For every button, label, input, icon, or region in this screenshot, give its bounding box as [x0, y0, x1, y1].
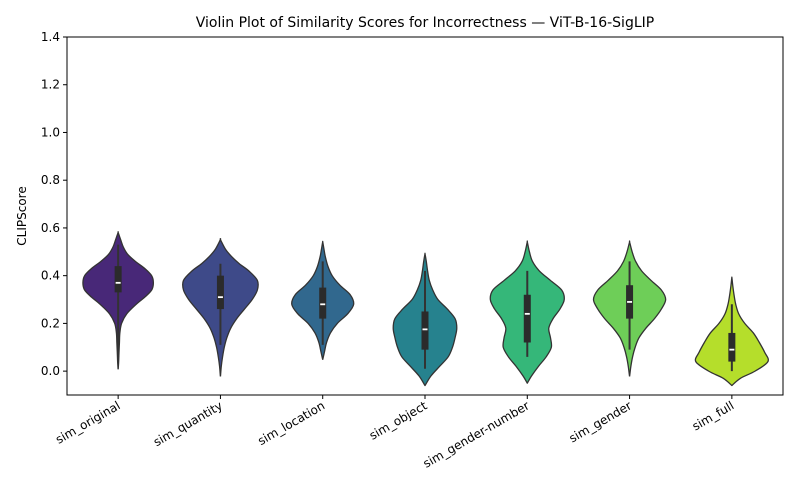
x-tick-label: sim_location: [255, 398, 327, 448]
y-tick-label: 0.4: [41, 269, 60, 283]
violin-sim_gender: [592, 240, 667, 377]
y-tick-label: 0.8: [41, 173, 60, 187]
y-tick-label: 1.4: [41, 30, 60, 44]
violin-sim_location: [291, 240, 355, 360]
violin-iqr-box: [728, 332, 736, 362]
x-tick-label: sim_gender: [567, 398, 635, 445]
plot-frame: [66, 36, 784, 396]
violins-layer: [82, 231, 769, 387]
y-tick-label: 0.6: [41, 221, 60, 235]
x-tick-label: sim_object: [367, 398, 430, 442]
y-axis: 0.0 0.2 0.4 0.6 0.8 1.0 1.2 1.4: [41, 30, 67, 378]
violin-iqr-box: [523, 294, 531, 343]
violin-iqr-box: [319, 287, 327, 319]
x-tick-label: sim_gender-number: [421, 398, 532, 470]
violin-sim_object: [392, 252, 458, 387]
y-axis-label: CLIPScore: [15, 186, 29, 245]
violin-sim_gender-number: [489, 240, 565, 384]
x-axis: sim_original sim_quantity sim_location sim_…: [53, 395, 736, 471]
y-tick-label: 0.2: [41, 316, 60, 330]
y-tick-label: 1.0: [41, 125, 60, 139]
x-tick-label: sim_full: [690, 398, 737, 433]
y-tick-label: 0.0: [41, 364, 60, 378]
y-tick-label: 1.2: [41, 78, 60, 92]
chart-title: Violin Plot of Similarity Scores for Inc…: [196, 15, 654, 31]
x-tick-label: sim_quantity: [151, 398, 225, 449]
violin-iqr-box: [114, 266, 122, 293]
violin-sim_quantity: [181, 238, 259, 377]
violin-sim_original: [82, 231, 155, 370]
violin-iqr-box: [216, 275, 224, 310]
x-tick-label: sim_original: [53, 398, 122, 446]
violin-iqr-box: [421, 311, 429, 350]
violin-sim_full: [694, 276, 769, 387]
